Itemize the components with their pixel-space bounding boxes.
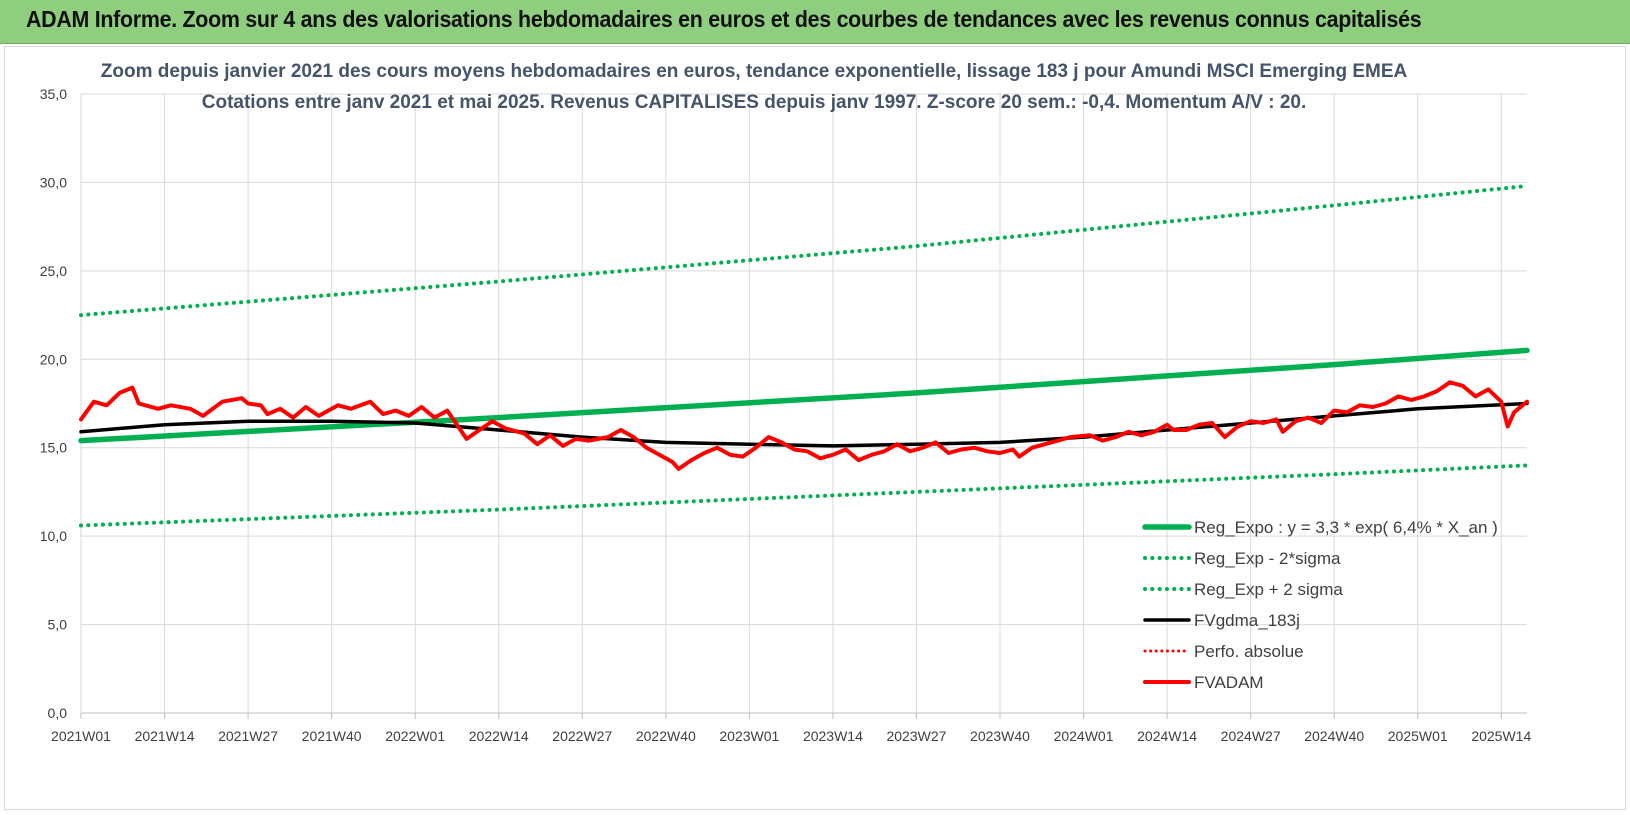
series-line-fvadam [79,380,1529,471]
header-banner: ADAM Informe. Zoom sur 4 ans des valoris… [0,0,1630,44]
legend-label: Perfo. absolue [1194,642,1304,661]
y-tick-label: 25,0 [40,263,67,279]
y-tick-label: 20,0 [40,351,67,367]
x-tick-label: 2021W14 [135,728,195,744]
x-axis-ticks: 2021W01 2021W14 2021W27 2021W40 2022W01 2022W… [51,712,1531,744]
series-line-reg-exp-2-sigma [79,463,1529,528]
y-tick-label: 15,0 [40,440,67,456]
x-tick-label: 2022W14 [469,728,529,744]
series-line-fvgdma-183j [79,401,1529,448]
y-tick-label: 35,0 [40,86,67,102]
x-tick-label: 2021W27 [218,728,278,744]
y-axis-ticks: 0,0 5,0 10,0 15,0 20,0 25,0 30,0 35,0 [40,86,82,721]
legend-label: FVADAM [1194,673,1264,692]
x-tick-label: 2023W14 [803,728,863,744]
chart-title-line-2: Cotations entre janv 2021 et mai 2025. R… [202,92,1307,113]
x-tick-label: 2024W27 [1221,728,1281,744]
y-tick-label: 30,0 [40,174,67,190]
x-tick-label: 2021W40 [302,728,362,744]
x-tick-label: 2024W01 [1054,728,1114,744]
x-tick-label: 2025W14 [1471,728,1531,744]
x-tick-label: 2022W40 [636,728,696,744]
x-tick-label: 2021W01 [51,728,111,744]
legend: Reg_Expo : y = 3,3 * exp( 6,4% * X_an ) R… [1142,518,1498,692]
y-tick-label: 0,0 [48,705,68,721]
x-tick-label: 2022W01 [385,728,445,744]
legend-label: Reg_Exp - 2*sigma [1194,549,1341,568]
series-line-reg-expo-y-3-3-exp-6-4-x-an [78,347,1530,444]
line-chart: Zoom depuis janvier 2021 des cours moyen… [40,61,1532,744]
legend-label: Reg_Exp + 2 sigma [1194,580,1343,599]
legend-label: FVgdma_183j [1194,611,1300,630]
chart-title: Zoom depuis janvier 2021 des cours moyen… [101,61,1408,113]
x-tick-label: 2025W01 [1388,728,1448,744]
series-lines [78,184,1530,528]
legend-label: Reg_Expo : y = 3,3 * exp( 6,4% * X_an ) [1194,518,1498,537]
x-tick-label: 2023W40 [970,728,1030,744]
x-tick-label: 2024W40 [1304,728,1364,744]
x-tick-label: 2023W01 [719,728,779,744]
y-tick-label: 5,0 [48,617,68,633]
gridlines [81,93,1527,714]
x-tick-label: 2023W27 [886,728,946,744]
y-tick-label: 10,0 [40,528,67,544]
x-tick-label: 2024W14 [1137,728,1197,744]
banner-title: ADAM Informe. Zoom sur 4 ans des valoris… [26,6,1422,32]
x-tick-label: 2022W27 [552,728,612,744]
chart-title-line-1: Zoom depuis janvier 2021 des cours moyen… [101,61,1408,82]
series-line-reg-exp-2-sigma [79,184,1529,318]
chart-area: Zoom depuis janvier 2021 des cours moyen… [4,46,1626,810]
